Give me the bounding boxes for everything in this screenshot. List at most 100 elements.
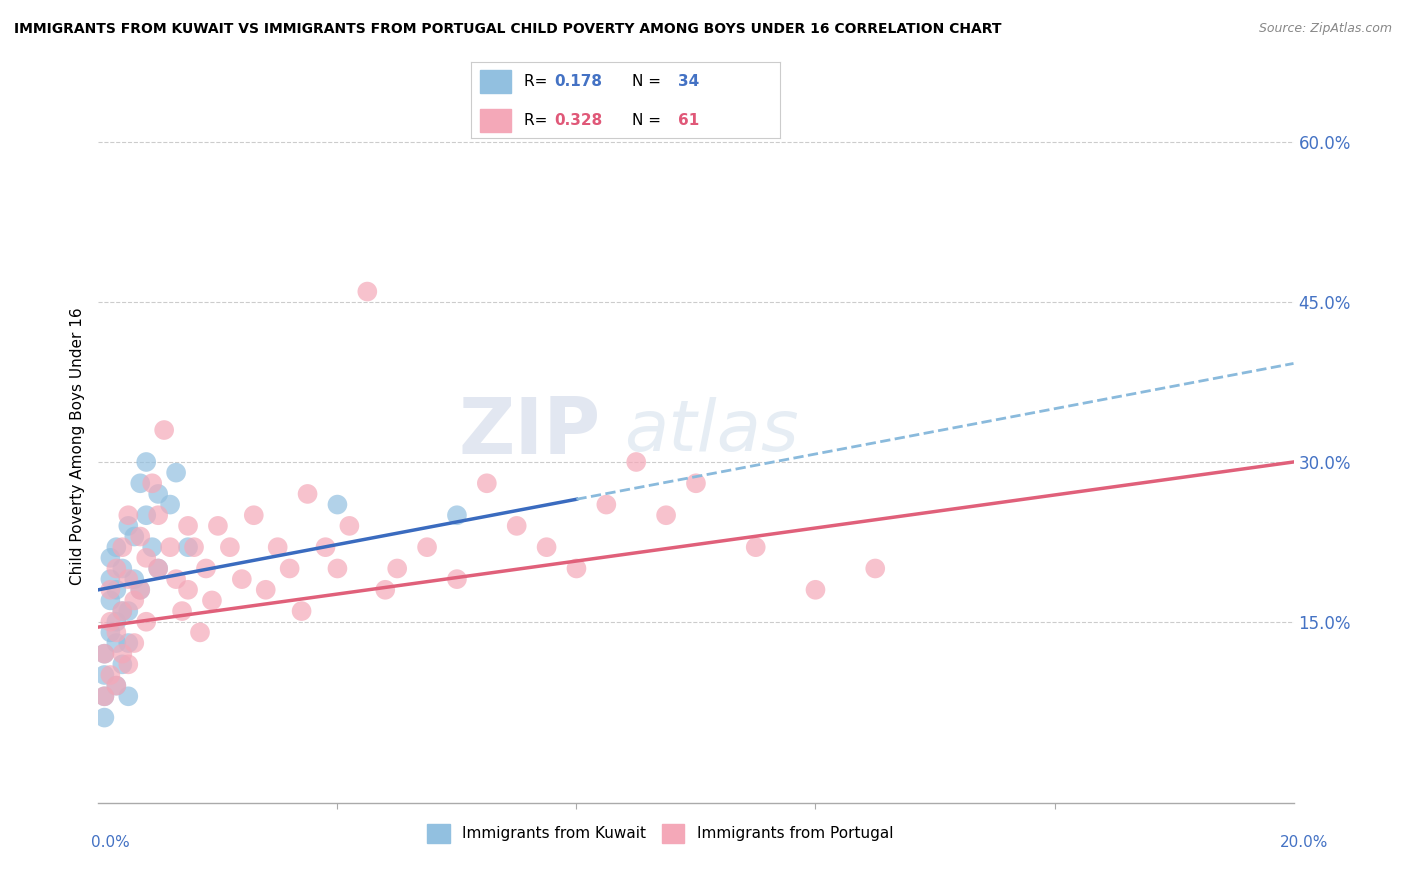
- Point: [135, 508, 157, 523]
- Point: [129, 582, 152, 597]
- Point: [231, 572, 253, 586]
- Point: [177, 519, 200, 533]
- Text: N =: N =: [631, 113, 665, 128]
- Point: [595, 498, 617, 512]
- Point: [111, 604, 134, 618]
- Point: [98, 572, 122, 586]
- Point: [98, 668, 122, 682]
- Point: [536, 540, 558, 554]
- Point: [117, 572, 139, 586]
- Point: [865, 561, 887, 575]
- Point: [278, 561, 301, 575]
- Point: [446, 572, 468, 586]
- Point: [117, 690, 139, 704]
- Point: [141, 540, 163, 554]
- Point: [745, 540, 768, 554]
- Point: [135, 615, 157, 629]
- Point: [207, 519, 229, 533]
- Point: [129, 476, 152, 491]
- Point: [356, 285, 378, 299]
- Text: 34: 34: [678, 74, 700, 89]
- Point: [93, 690, 115, 704]
- Point: [267, 540, 290, 554]
- Point: [124, 572, 146, 586]
- Point: [111, 657, 134, 672]
- Point: [446, 508, 468, 523]
- Text: 0.328: 0.328: [554, 113, 603, 128]
- Point: [626, 455, 648, 469]
- Point: [201, 593, 224, 607]
- Point: [124, 529, 146, 543]
- Point: [165, 466, 187, 480]
- Bar: [481, 70, 512, 93]
- Point: [111, 561, 134, 575]
- Point: [98, 615, 122, 629]
- Point: [105, 679, 128, 693]
- Point: [129, 582, 152, 597]
- Point: [105, 679, 128, 693]
- Point: [98, 582, 122, 597]
- Point: [117, 519, 139, 533]
- Text: 20.0%: 20.0%: [1281, 836, 1329, 850]
- Text: atlas: atlas: [624, 397, 799, 467]
- Point: [117, 636, 139, 650]
- Text: ZIP: ZIP: [458, 393, 600, 470]
- Point: [159, 498, 181, 512]
- Point: [105, 540, 128, 554]
- Text: IMMIGRANTS FROM KUWAIT VS IMMIGRANTS FROM PORTUGAL CHILD POVERTY AMONG BOYS UNDE: IMMIGRANTS FROM KUWAIT VS IMMIGRANTS FRO…: [14, 22, 1001, 37]
- Point: [195, 561, 218, 575]
- Point: [565, 561, 588, 575]
- Point: [148, 561, 170, 575]
- Y-axis label: Child Poverty Among Boys Under 16: Child Poverty Among Boys Under 16: [69, 307, 84, 585]
- Point: [219, 540, 242, 554]
- Point: [111, 540, 134, 554]
- Point: [98, 625, 122, 640]
- Point: [93, 647, 115, 661]
- Point: [124, 636, 146, 650]
- Point: [172, 604, 194, 618]
- Point: [326, 498, 349, 512]
- Text: N =: N =: [631, 74, 665, 89]
- Point: [105, 615, 128, 629]
- Point: [93, 710, 115, 724]
- Point: [117, 508, 139, 523]
- Point: [385, 561, 409, 575]
- Text: 61: 61: [678, 113, 700, 128]
- Point: [135, 455, 157, 469]
- Point: [111, 604, 134, 618]
- Point: [685, 476, 707, 491]
- Point: [105, 625, 128, 640]
- Point: [326, 561, 349, 575]
- Point: [117, 657, 139, 672]
- Point: [105, 582, 128, 597]
- Point: [374, 582, 396, 597]
- Point: [177, 582, 200, 597]
- Point: [148, 487, 170, 501]
- Point: [291, 604, 314, 618]
- Text: Source: ZipAtlas.com: Source: ZipAtlas.com: [1258, 22, 1392, 36]
- Point: [475, 476, 498, 491]
- Point: [804, 582, 827, 597]
- Point: [655, 508, 678, 523]
- Point: [148, 561, 170, 575]
- Point: [93, 690, 115, 704]
- Text: R=: R=: [523, 74, 551, 89]
- Point: [339, 519, 361, 533]
- Point: [177, 540, 200, 554]
- Point: [98, 593, 122, 607]
- Point: [105, 636, 128, 650]
- Legend: Immigrants from Kuwait, Immigrants from Portugal: Immigrants from Kuwait, Immigrants from …: [420, 818, 900, 848]
- Point: [243, 508, 266, 523]
- Point: [111, 647, 134, 661]
- Point: [93, 647, 115, 661]
- Point: [117, 604, 139, 618]
- Bar: [481, 110, 512, 132]
- Point: [105, 561, 128, 575]
- Point: [93, 668, 115, 682]
- Point: [188, 625, 211, 640]
- Point: [135, 550, 157, 565]
- Point: [254, 582, 277, 597]
- Point: [315, 540, 337, 554]
- Point: [183, 540, 205, 554]
- Point: [297, 487, 319, 501]
